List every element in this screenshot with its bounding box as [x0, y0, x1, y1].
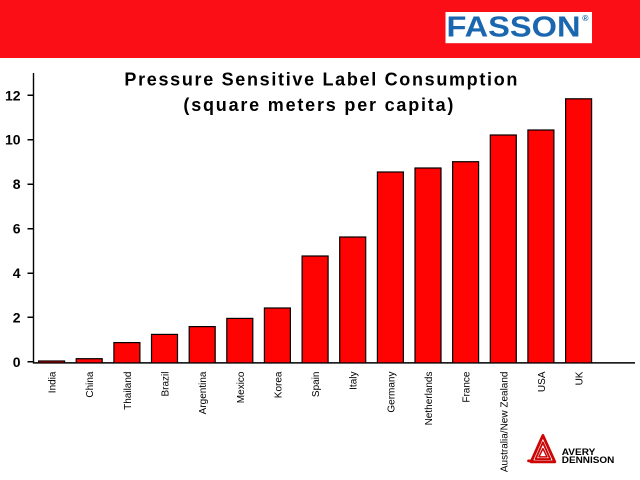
svg-text:Pressure Sensitive Label Consu: Pressure Sensitive Label Consumption [124, 69, 517, 89]
svg-text:DENNISON: DENNISON [562, 455, 615, 465]
svg-text:4: 4 [13, 265, 21, 281]
svg-text:Germany: Germany [386, 372, 397, 413]
svg-text:Thailand: Thailand [123, 372, 134, 410]
svg-text:2: 2 [13, 309, 21, 325]
svg-text:Netherlands: Netherlands [424, 372, 435, 426]
svg-text:FASSON: FASSON [447, 12, 581, 44]
svg-text:Argentina: Argentina [198, 371, 209, 414]
svg-text:(square meters per capita): (square meters per capita) [183, 95, 453, 115]
svg-text:10: 10 [5, 132, 21, 148]
svg-text:Korea: Korea [273, 371, 284, 398]
svg-text:Mexico: Mexico [236, 371, 247, 403]
svg-text:UK: UK [575, 371, 586, 385]
svg-text:India: India [48, 371, 59, 393]
svg-text:USA: USA [537, 371, 548, 392]
svg-text:8: 8 [13, 176, 21, 192]
svg-text:®: ® [582, 13, 589, 23]
svg-text:China: China [85, 371, 96, 398]
svg-text:AVERY: AVERY [562, 447, 596, 457]
svg-text:6: 6 [13, 221, 21, 237]
svg-text:12: 12 [5, 87, 21, 103]
svg-text:Spain: Spain [311, 372, 322, 398]
svg-text:France: France [462, 371, 473, 403]
svg-text:0: 0 [13, 354, 21, 370]
svg-text:Brazil: Brazil [161, 372, 172, 397]
svg-text:Australia/New Zealand: Australia/New Zealand [499, 372, 510, 473]
svg-text:Italy: Italy [349, 372, 360, 390]
